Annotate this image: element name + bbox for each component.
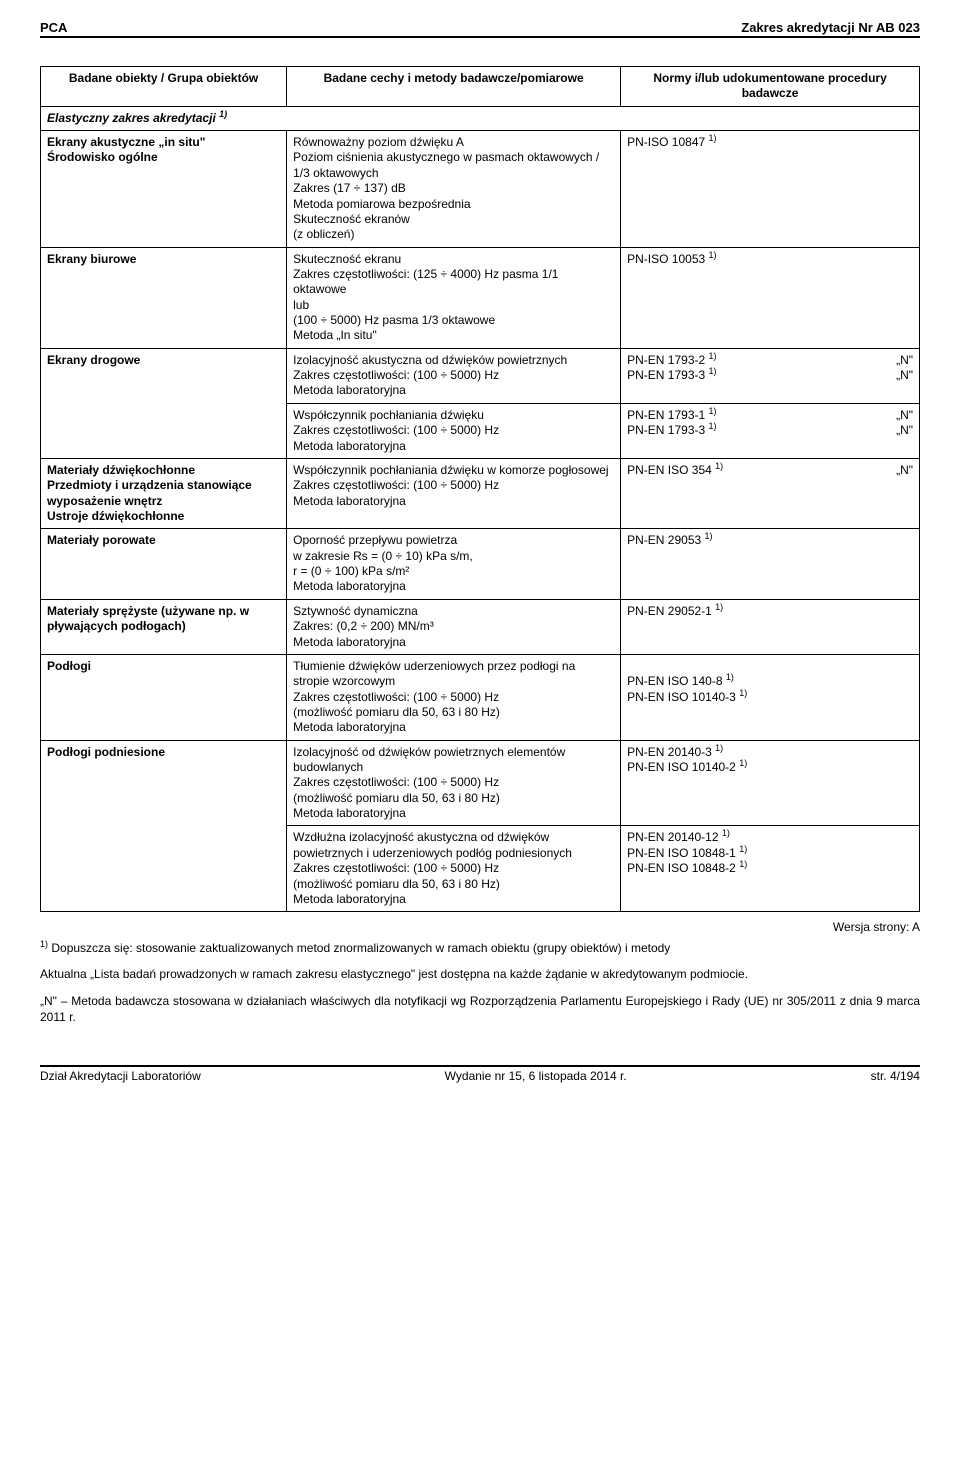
footer-right: str. 4/194 (871, 1069, 920, 1083)
footnote-1-marker: 1) (40, 939, 48, 949)
elastic-row: Elastyczny zakres akredytacji 1) (41, 106, 920, 130)
main-table: Badane obiekty / Grupa obiektów Badane c… (40, 66, 920, 912)
cell-method: Izolacyjność akustyczna od dźwięków powi… (287, 348, 621, 403)
table-row: Ekrany biuroweSkuteczność ekranuZakres c… (41, 247, 920, 348)
cell-norms: PN-ISO 10053 1) (621, 247, 920, 348)
cell-object: Podłogi podniesione (41, 740, 287, 912)
footnote-3: „N" – Metoda badawcza stosowana w działa… (40, 993, 920, 1025)
cell-method: Wzdłużna izolacyjność akustyczna od dźwi… (287, 826, 621, 912)
cell-method: Sztywność dynamicznaZakres: (0,2 ÷ 200) … (287, 599, 621, 654)
cell-norms: PN-EN ISO 354 1)„N" (621, 458, 920, 528)
cell-norms: PN-EN 29052-1 1) (621, 599, 920, 654)
footnote-2: Aktualna „Lista badań prowadzonych w ram… (40, 966, 920, 982)
th-objects: Badane obiekty / Grupa obiektów (41, 67, 287, 107)
footnote-1: 1) Dopuszcza się: stosowanie zaktualizow… (40, 940, 920, 956)
th-norms: Normy i/lub udokumentowane procedury bad… (621, 67, 920, 107)
cell-object: Materiały sprężyste (używane np. w pływa… (41, 599, 287, 654)
cell-norms: PN-EN 1793-1 1)„N"PN-EN 1793-3 1)„N" (621, 403, 920, 458)
table-row: Materiały sprężyste (używane np. w pływa… (41, 599, 920, 654)
table-row: Materiały dźwiękochłonnePrzedmioty i urz… (41, 458, 920, 528)
cell-norms: PN-EN ISO 140-8 1)PN-EN ISO 10140-3 1) (621, 654, 920, 740)
cell-method: Izolacyjność od dźwięków powietrznych el… (287, 740, 621, 826)
cell-norms: PN-EN 29053 1) (621, 529, 920, 599)
cell-object: Podłogi (41, 654, 287, 740)
cell-object: Ekrany akustyczne „in situ"Środowisko og… (41, 131, 287, 248)
cell-object: Materiały porowate (41, 529, 287, 599)
table-row: PodłogiTłumienie dźwięków uderzeniowych … (41, 654, 920, 740)
cell-norms: PN-EN 20140-3 1)PN-EN ISO 10140-2 1) (621, 740, 920, 826)
cell-method: Tłumienie dźwięków uderzeniowych przez p… (287, 654, 621, 740)
cell-norms: PN-EN 20140-12 1)PN-EN ISO 10848-1 1)PN-… (621, 826, 920, 912)
page-footer: Dział Akredytacji Laboratoriów Wydanie n… (40, 1065, 920, 1083)
header-left: PCA (40, 20, 67, 35)
table-row: Ekrany akustyczne „in situ"Środowisko og… (41, 131, 920, 248)
cell-norms: PN-EN 1793-2 1)„N"PN-EN 1793-3 1)„N" (621, 348, 920, 403)
table-row: Materiały porowateOporność przepływu pow… (41, 529, 920, 599)
version-label: Wersja strony: A (40, 920, 920, 934)
footnotes: 1) Dopuszcza się: stosowanie zaktualizow… (40, 940, 920, 1025)
cell-method: Współczynnik pochłaniania dźwięku w komo… (287, 458, 621, 528)
cell-method: Skuteczność ekranuZakres częstotliwości:… (287, 247, 621, 348)
cell-object: Materiały dźwiękochłonnePrzedmioty i urz… (41, 458, 287, 528)
footer-center: Wydanie nr 15, 6 listopada 2014 r. (445, 1069, 627, 1083)
table-head-row: Badane obiekty / Grupa obiektów Badane c… (41, 67, 920, 107)
page-header: PCA Zakres akredytacji Nr AB 023 (40, 20, 920, 38)
cell-object: Ekrany drogowe (41, 348, 287, 458)
header-right: Zakres akredytacji Nr AB 023 (741, 20, 920, 35)
footnote-1-text: Dopuszcza się: stosowanie zaktualizowany… (48, 941, 670, 955)
table-body: Elastyczny zakres akredytacji 1)Ekrany a… (41, 106, 920, 912)
cell-method: Oporność przepływu powietrzaw zakresie R… (287, 529, 621, 599)
table-row: Podłogi podniesioneIzolacyjność od dźwię… (41, 740, 920, 826)
page: PCA Zakres akredytacji Nr AB 023 Badane … (0, 0, 960, 1123)
cell-method: Współczynnik pochłaniania dźwiękuZakres … (287, 403, 621, 458)
th-methods: Badane cechy i metody badawcze/pomiarowe (287, 67, 621, 107)
cell-method: Równoważny poziom dźwięku APoziom ciśnie… (287, 131, 621, 248)
footer-left: Dział Akredytacji Laboratoriów (40, 1069, 201, 1083)
elastic-cell: Elastyczny zakres akredytacji 1) (41, 106, 920, 130)
table-row: Ekrany drogoweIzolacyjność akustyczna od… (41, 348, 920, 403)
cell-norms: PN-ISO 10847 1) (621, 131, 920, 248)
cell-object: Ekrany biurowe (41, 247, 287, 348)
